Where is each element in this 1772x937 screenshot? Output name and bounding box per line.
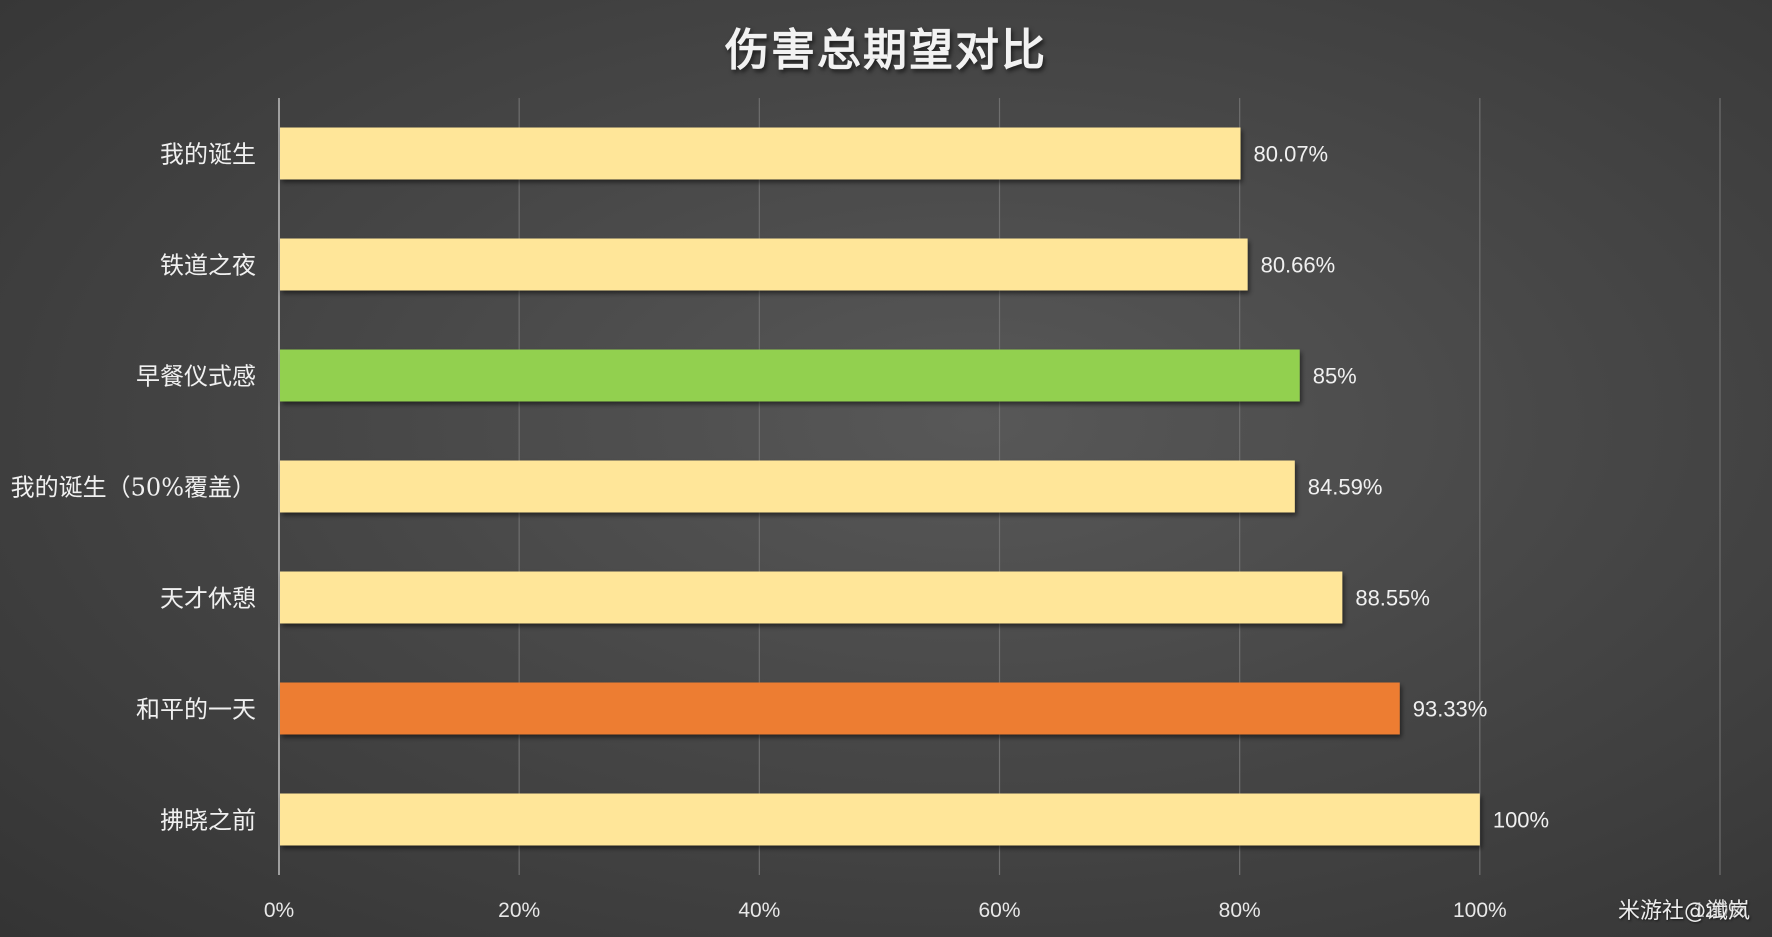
bar	[280, 127, 1241, 180]
data-label: 84.59%	[1308, 475, 1383, 500]
category-label: 我的诞生	[160, 141, 256, 169]
data-label: 80.66%	[1261, 253, 1336, 278]
chart-title: 伤害总期望对比	[725, 25, 1047, 76]
category-label: 和平的一天	[136, 696, 256, 724]
bar	[280, 571, 1343, 624]
bar	[280, 238, 1248, 291]
x-tick-label: 80%	[1219, 899, 1261, 922]
data-label: 100%	[1493, 808, 1549, 833]
bar	[280, 793, 1480, 846]
bar	[280, 682, 1400, 735]
category-label: 早餐仪式感	[136, 363, 256, 391]
x-tick-label: 120%	[1693, 899, 1747, 922]
category-label: 我的诞生（50%覆盖）	[11, 474, 256, 502]
category-label: 拂晓之前	[160, 807, 256, 835]
category-label: 天才休憩	[160, 585, 256, 613]
x-tick-label: 100%	[1453, 899, 1507, 922]
x-tick-label: 60%	[978, 899, 1020, 922]
x-tick-label: 20%	[498, 899, 540, 922]
bar	[280, 460, 1295, 513]
bar	[280, 349, 1300, 402]
x-tick-label: 0%	[264, 899, 294, 922]
data-label: 85%	[1313, 364, 1357, 389]
watermark: 米游社@谶岚	[1617, 899, 1750, 924]
x-tick-label: 40%	[738, 899, 780, 922]
data-label: 88.55%	[1355, 586, 1430, 611]
data-label: 80.07%	[1254, 142, 1329, 167]
data-label: 93.33%	[1413, 697, 1488, 722]
category-label: 铁道之夜	[160, 252, 256, 280]
